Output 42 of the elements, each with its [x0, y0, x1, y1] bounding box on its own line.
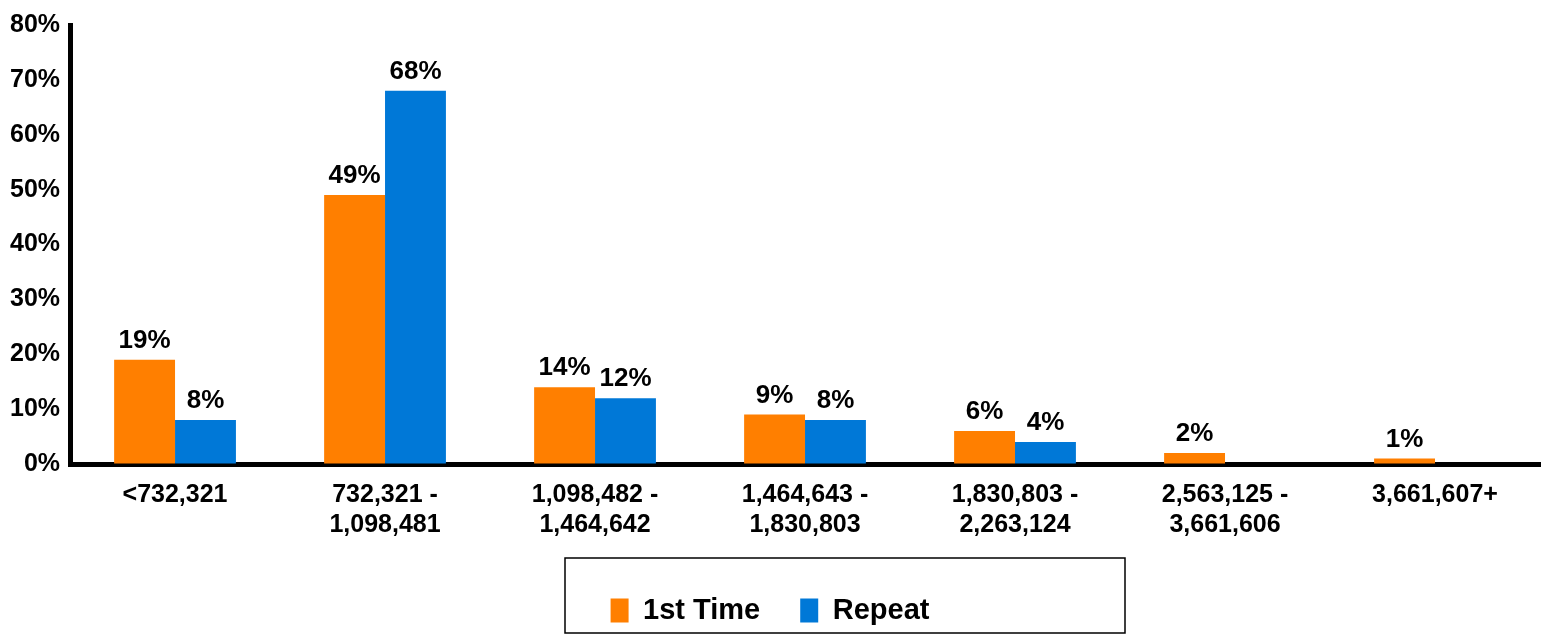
data-label: 14% [538, 351, 591, 382]
x-tick-label: 2,563,125 - 3,661,606 [1161, 478, 1289, 537]
data-label: 1% [1385, 422, 1424, 453]
x-tick-label: 1,464,643 - 1,830,803 [741, 478, 869, 537]
y-tick-label: 60% [9, 118, 61, 147]
data-label: 4% [1026, 406, 1065, 437]
legend-label: 1st Time [643, 592, 761, 625]
data-label: 9% [755, 378, 794, 409]
y-tick-label: 10% [9, 393, 61, 422]
bar [744, 414, 806, 464]
data-label: 68% [389, 55, 442, 86]
bar [1015, 442, 1076, 464]
y-tick-label: 80% [9, 8, 61, 37]
y-tick-label: 20% [9, 338, 61, 367]
bar [805, 420, 866, 464]
data-label: 12% [599, 362, 652, 393]
y-tick-label: 70% [9, 63, 61, 92]
x-tick-label: 1,098,482 - 1,464,642 [531, 478, 659, 537]
y-tick-label: 0% [23, 447, 61, 476]
data-label: 49% [328, 159, 381, 190]
bar [114, 359, 176, 464]
data-label: 8% [816, 384, 855, 415]
bar [595, 398, 656, 464]
bar [534, 387, 596, 464]
data-label: 2% [1175, 417, 1214, 448]
legend-label: Repeat [832, 592, 930, 625]
data-label: 6% [965, 395, 1004, 426]
bar [175, 420, 236, 464]
bar [324, 195, 386, 464]
x-tick-label: 732,321 - 1,098,481 [329, 478, 441, 537]
x-tick-label: 3,661,607+ [1372, 478, 1498, 507]
x-tick-label: 1,830,803 - 2,263,124 [951, 478, 1079, 537]
y-tick-label: 40% [9, 228, 61, 257]
bar [1164, 453, 1226, 464]
bar [1374, 458, 1435, 464]
y-tick-label: 50% [9, 173, 61, 202]
bar [954, 431, 1016, 464]
y-tick-label: 30% [9, 283, 61, 312]
data-label: 19% [118, 323, 171, 354]
bar [385, 90, 446, 464]
x-tick-label: <732,321 [122, 478, 228, 507]
data-label: 8% [186, 384, 225, 415]
